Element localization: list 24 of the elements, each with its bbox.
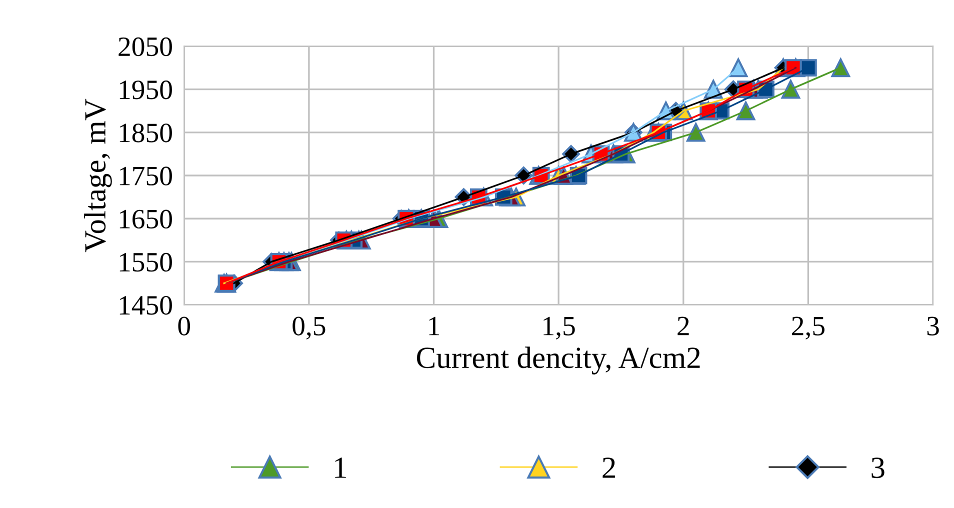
y-tick-label: 1650: [120, 210, 172, 229]
y-tick-label: 2050: [118, 37, 172, 56]
y-tick-label: 1550: [120, 252, 172, 272]
legend-label: 1: [335, 458, 346, 478]
x-tick-label: 3: [927, 316, 939, 336]
y-tick-label: 1950: [120, 80, 172, 100]
point: [686, 123, 706, 142]
x-tick-label: 1,5: [544, 316, 575, 340]
legend-label: 3: [872, 458, 884, 478]
x-axis-title: Current dencity, A/cm2: [416, 346, 700, 374]
x-tick-label: 0: [178, 316, 190, 336]
x-tick-label: 2: [678, 316, 689, 336]
legend-label: 2: [602, 458, 615, 478]
y-tick-label: 1450: [120, 296, 172, 315]
point: [728, 58, 748, 78]
x-tick-label: 0,5: [292, 316, 326, 340]
point: [781, 80, 800, 99]
x-tick-label: 2,5: [792, 316, 824, 340]
y-axis-title: Voltage, mV: [84, 98, 112, 252]
y-tick-label: 1750: [120, 166, 172, 186]
y-tick-label: 1850: [120, 124, 172, 142]
point: [831, 58, 850, 78]
point: [736, 101, 756, 120]
x-tick-label: 1: [429, 316, 440, 336]
